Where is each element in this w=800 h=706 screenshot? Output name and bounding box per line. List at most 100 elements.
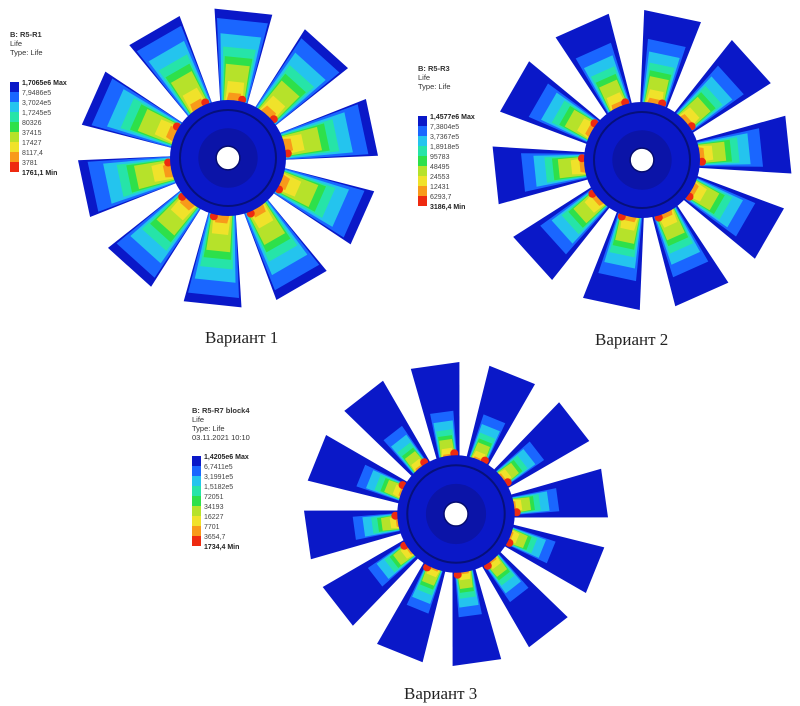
- legend-swatch: [192, 526, 201, 536]
- legend-label: 3,7024e5: [22, 100, 52, 107]
- blade: [500, 61, 604, 146]
- legend-swatch: [10, 142, 19, 152]
- legend-label: 48495: [430, 164, 450, 171]
- legend-swatch: [418, 196, 427, 206]
- legend-type: Type: Life: [192, 424, 225, 433]
- legend-swatch: [418, 156, 427, 166]
- legend-label: 6293,7: [430, 194, 452, 201]
- legend-swatch: [418, 136, 427, 146]
- blade: [276, 99, 378, 160]
- caption-variant-1: Вариант 1: [205, 328, 279, 347]
- legend-swatch: [192, 456, 201, 466]
- hub-bore: [443, 501, 469, 527]
- legend-label: 3186,4 Min: [430, 204, 466, 211]
- blade-root-hotspot: [578, 154, 586, 163]
- hub-ring: [593, 111, 691, 209]
- legend-swatch: [418, 126, 427, 136]
- legend-swatch: [10, 122, 19, 132]
- legend-label: 12431: [430, 184, 450, 191]
- legend-label: 17427: [22, 140, 42, 147]
- legend-variant-3: B: R5-R7 block4 Life Type: Life 03.11.20…: [192, 406, 250, 551]
- legend-date: 03.11.2021 10:10: [192, 433, 250, 442]
- legend-type: Type: Life: [10, 48, 43, 57]
- legend-swatch: [192, 496, 201, 506]
- blade: [304, 510, 405, 560]
- legend-label: 3,7367e5: [430, 134, 460, 141]
- caption-variant-2: Вариант 2: [595, 330, 669, 349]
- legend-swatch: [192, 506, 201, 516]
- legend-label: 7,3804e5: [430, 124, 460, 131]
- legend-swatch: [192, 476, 201, 486]
- blade: [108, 188, 203, 287]
- legend-swatch: [418, 166, 427, 176]
- legend-swatch: [10, 152, 19, 162]
- legend-swatch: [418, 186, 427, 196]
- blade: [651, 202, 729, 307]
- blade: [501, 523, 605, 593]
- legend-label: 37415: [22, 130, 42, 137]
- legend-swatch: [192, 516, 201, 526]
- blade: [81, 71, 186, 149]
- legend-label: 72051: [204, 494, 224, 501]
- blade: [78, 156, 180, 217]
- legend-label: 8117,4: [22, 150, 43, 157]
- legend-label: 16227: [204, 514, 224, 521]
- blade: [270, 167, 375, 245]
- legend-label: 80326: [22, 120, 42, 127]
- blade: [377, 559, 447, 663]
- legend-swatch: [10, 82, 19, 92]
- legend-swatch: [10, 102, 19, 112]
- legend-title: B: R5-R1: [10, 30, 42, 39]
- legend-label: 7,9486e5: [22, 90, 52, 97]
- blade: [214, 8, 273, 108]
- legend-variant-2: B: R5-R3 Life Type: Life 1,4577e6 Max 7,3…: [418, 64, 475, 211]
- blade: [692, 115, 792, 174]
- legend-swatch: [418, 116, 427, 126]
- legend-label: 3781: [22, 160, 38, 167]
- hub-bore: [629, 147, 655, 173]
- legend-swatch: [418, 176, 427, 186]
- legend-label: 1,4577e6 Max: [430, 114, 475, 121]
- legend-label: 1734,4 Min: [204, 544, 240, 551]
- legend-swatch: [418, 146, 427, 156]
- legend-label: 1,4205e6 Max: [204, 454, 249, 461]
- blade: [129, 16, 214, 120]
- legend-label: 1761,1 Min: [22, 170, 58, 177]
- caption-variant-3: Вариант 3: [404, 684, 478, 703]
- legend-label: 95783: [430, 154, 450, 161]
- legend-subtitle: Life: [418, 73, 431, 82]
- legend-swatch: [10, 132, 19, 142]
- blade: [183, 208, 242, 308]
- legend-label: 1,8918e5: [430, 144, 460, 151]
- legend-label: 1,7245e5: [22, 110, 52, 117]
- legend-label: 1,5182e5: [204, 484, 234, 491]
- blade-root-hotspot: [698, 157, 706, 166]
- legend-swatch: [192, 466, 201, 476]
- legend-label: 1,7065e6 Max: [22, 80, 67, 87]
- hub-ring: [406, 464, 506, 564]
- legend-label: 7701: [204, 524, 220, 531]
- legend-subtitle: Life: [10, 39, 23, 48]
- hub-bore: [215, 145, 241, 171]
- legend-swatch: [10, 92, 19, 102]
- legend-label: 3,1991e5: [204, 474, 234, 481]
- legend-swatch: [10, 112, 19, 122]
- legend-label: 6,7411e5: [204, 464, 233, 471]
- legend-swatch: [10, 162, 19, 172]
- legend-swatch: [192, 486, 201, 496]
- hub-ring: [179, 109, 277, 207]
- blade: [242, 196, 327, 300]
- blade: [583, 208, 644, 310]
- legend-title: B: R5-R7 block4: [192, 406, 250, 415]
- legend-variant-1: B: R5-R1 Life Type: Life 1,7065e6 Max 7,9…: [10, 30, 67, 177]
- legend-label: 34193: [204, 504, 224, 511]
- legend-subtitle: Life: [192, 415, 205, 424]
- blade: [555, 13, 633, 118]
- blade: [253, 29, 348, 128]
- legend-label: 3654,7: [204, 534, 226, 541]
- legend-type: Type: Life: [418, 82, 451, 91]
- blade: [492, 146, 592, 205]
